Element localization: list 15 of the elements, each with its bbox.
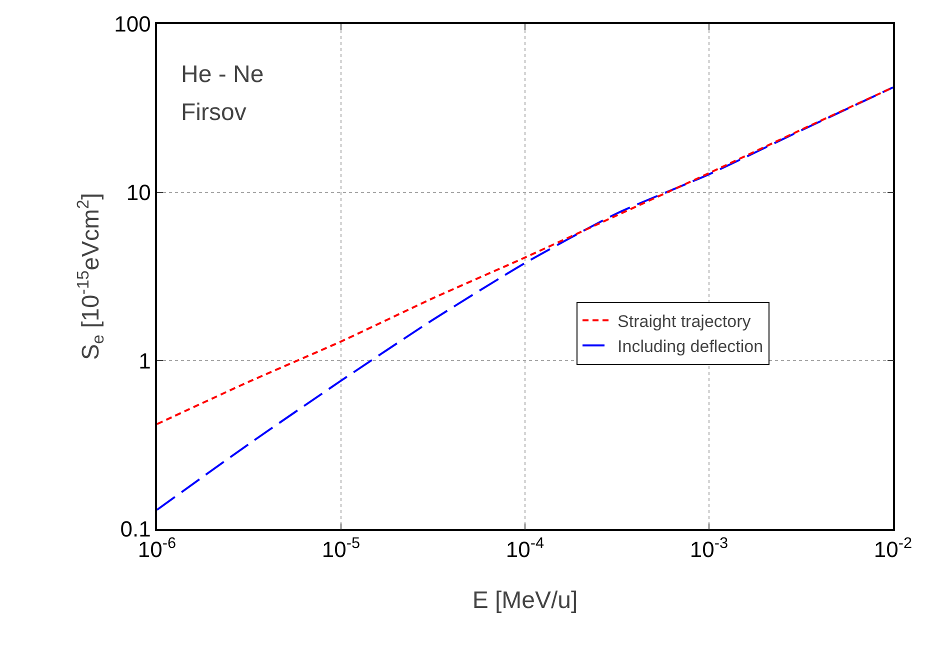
y-tick-label: 1 [138, 348, 151, 374]
line-series [157, 86, 893, 511]
legend-label: Including deflection [618, 337, 764, 356]
x-axis-title: E [MeV/u] [472, 586, 578, 614]
line-series [157, 86, 893, 426]
y-tick-label: 0.1 [120, 516, 151, 542]
y-tick-label: 10 [126, 180, 151, 206]
legend-label: Straight trajectory [618, 312, 752, 331]
x-tick-label: 10$^{-2}$ [874, 534, 912, 562]
y-tick-label: 100 [114, 12, 151, 37]
x-tick-label: 10$^{-4}$ [506, 534, 545, 562]
annotation: He - Ne [181, 61, 264, 88]
annotation: Firsov [181, 99, 246, 126]
x-tick-label: 10$^{-5}$ [322, 534, 360, 562]
x-tick-label: 10$^{-3}$ [690, 534, 728, 562]
